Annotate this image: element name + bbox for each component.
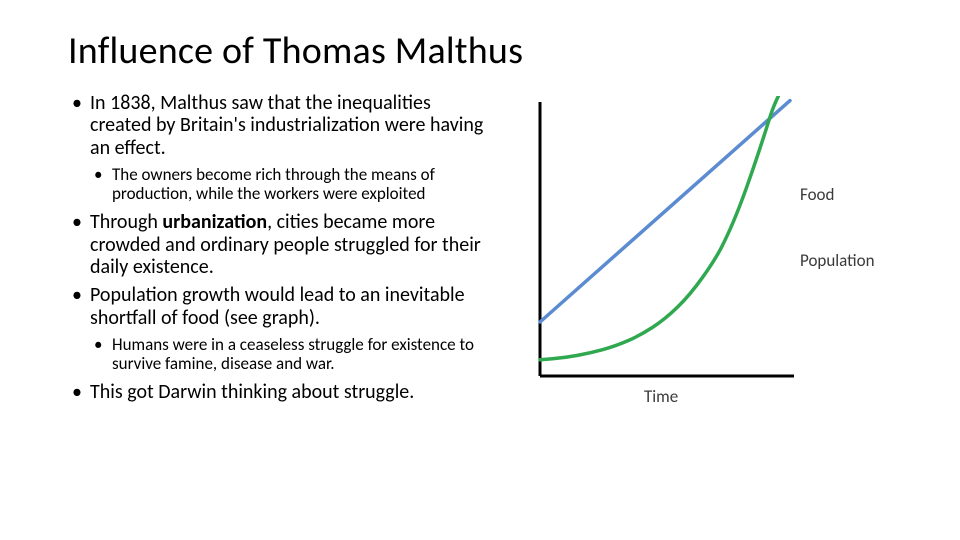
text-column: In 1838, Malthus saw that the inequaliti… xyxy=(68,92,500,416)
bullet-2-bold: urbanization xyxy=(162,210,267,234)
chart-label-population: Population xyxy=(800,250,875,271)
slide-title: Influence of Thomas Malthus xyxy=(68,28,900,74)
content-row: In 1838, Malthus saw that the inequaliti… xyxy=(68,92,900,416)
chart-label-time: Time xyxy=(644,386,678,407)
bullet-3: Population growth would lead to an inevi… xyxy=(68,284,490,373)
malthus-chart: Food Population Time xyxy=(510,96,900,416)
bullet-1: In 1838, Malthus saw that the inequaliti… xyxy=(68,92,490,203)
bullet-2-pre: Through xyxy=(90,210,162,234)
bullet-3-text: Population growth would lead to an inevi… xyxy=(90,283,465,329)
bullet-2: Through urbanization, cities became more… xyxy=(68,211,490,278)
chart-column: Food Population Time xyxy=(500,92,900,416)
bullet-1-text: In 1838, Malthus saw that the inequaliti… xyxy=(90,91,483,160)
chart-label-food: Food xyxy=(800,184,834,205)
bullet-4: This got Darwin thinking about struggle. xyxy=(68,381,490,403)
bullet-1a: The owners become rich through the means… xyxy=(90,165,490,203)
bullet-list: In 1838, Malthus saw that the inequaliti… xyxy=(68,92,490,404)
bullet-3a: Humans were in a ceaseless struggle for … xyxy=(90,335,490,373)
slide: Influence of Thomas Malthus In 1838, Mal… xyxy=(0,0,960,540)
